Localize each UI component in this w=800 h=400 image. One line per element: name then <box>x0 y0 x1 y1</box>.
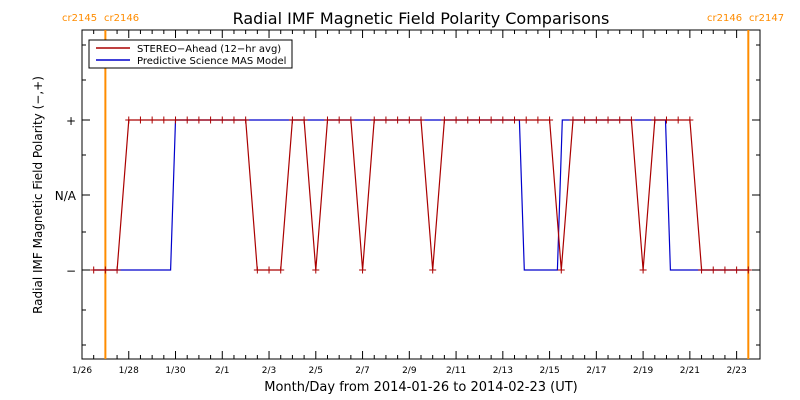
stereo-point <box>546 116 554 124</box>
legend-label: Predictive Science MAS Model <box>137 56 286 67</box>
stereo-point <box>335 116 343 124</box>
stereo-point <box>616 116 624 124</box>
series-layer <box>90 116 752 274</box>
x-axis-label: Month/Day from 2014-01-26 to 2014-02-23 … <box>264 380 577 395</box>
stereo-point <box>557 266 565 274</box>
stereo-point <box>534 116 542 124</box>
stereo-point <box>475 116 483 124</box>
stereo-point <box>744 266 752 274</box>
x-tick-label: 2/1 <box>215 366 229 376</box>
carrington-label: cr2146 <box>707 13 742 24</box>
carrington-label: cr2147 <box>749 13 784 24</box>
x-tick-label: 2/13 <box>493 366 513 376</box>
stereo-point <box>592 116 600 124</box>
legend: STEREO−Ahead (12−hr avg)Predictive Scien… <box>88 39 293 69</box>
stereo-series-line <box>93 119 749 271</box>
stereo-point <box>405 116 413 124</box>
stereo-point <box>312 266 320 274</box>
stereo-point <box>101 266 109 274</box>
carrington-label: cr2145 <box>62 13 97 24</box>
chart-title: Radial IMF Magnetic Field Polarity Compa… <box>233 9 610 28</box>
stereo-point <box>347 116 355 124</box>
stereo-point <box>160 116 168 124</box>
stereo-point <box>253 266 261 274</box>
model-series-line <box>93 119 749 271</box>
stereo-point <box>662 116 670 124</box>
stereo-point <box>686 116 694 124</box>
stereo-point <box>113 266 121 274</box>
stereo-point <box>90 266 98 274</box>
stereo-point <box>639 266 647 274</box>
stereo-point <box>464 116 472 124</box>
x-tick-label: 2/17 <box>586 366 606 376</box>
stereo-point <box>172 116 180 124</box>
x-tick-label: 2/3 <box>262 366 276 376</box>
carrington-rotation-lines <box>104 30 750 359</box>
stereo-point <box>721 266 729 274</box>
stereo-point <box>569 116 577 124</box>
stereo-point <box>709 266 717 274</box>
x-tick-label: 2/19 <box>633 366 653 376</box>
stereo-point <box>370 116 378 124</box>
legend-box <box>88 39 293 69</box>
stereo-point <box>440 116 448 124</box>
stereo-point <box>183 116 191 124</box>
stereo-point <box>698 266 706 274</box>
x-tick-label: 2/5 <box>309 366 323 376</box>
legend-label: STEREO−Ahead (12−hr avg) <box>137 44 281 55</box>
stereo-point <box>581 116 589 124</box>
carrington-label: cr2146 <box>104 13 139 24</box>
x-tick-label: 1/30 <box>165 366 185 376</box>
stereo-point <box>288 116 296 124</box>
x-tick-label: 2/15 <box>539 366 559 376</box>
stereo-point <box>207 116 215 124</box>
stereo-point <box>394 116 402 124</box>
y-tick-label: N/A <box>55 189 77 203</box>
x-tick-label: 2/23 <box>727 366 747 376</box>
stereo-point <box>452 116 460 124</box>
plot-frame <box>81 29 761 360</box>
stereo-point <box>674 116 682 124</box>
stereo-point <box>651 116 659 124</box>
x-tick-label: 2/21 <box>680 366 700 376</box>
stereo-point <box>429 266 437 274</box>
stereo-point <box>417 116 425 124</box>
stereo-point <box>627 116 635 124</box>
x-tick-label: 2/11 <box>446 366 466 376</box>
stereo-point <box>511 116 519 124</box>
stereo-point <box>522 116 530 124</box>
stereo-point <box>265 266 273 274</box>
x-tick-label: 2/7 <box>355 366 369 376</box>
x-axis-ticks: 1/26 1/28 1/30 2/1 2/3 2/5 2/7 2/9 2/11 2/13 2/15 2… <box>72 30 761 376</box>
stereo-point <box>359 266 367 274</box>
stereo-point <box>218 116 226 124</box>
stereo-point <box>136 116 144 124</box>
stereo-point <box>195 116 203 124</box>
y-tick-label: + <box>66 114 76 128</box>
stereo-point <box>323 116 331 124</box>
stereo-point <box>148 116 156 124</box>
stereo-point <box>230 116 238 124</box>
y-axis-label: Radial IMF Magnetic Field Polarity (−,+) <box>31 76 45 314</box>
y-axis-ticks: − N/A + <box>55 44 760 346</box>
stereo-point <box>242 116 250 124</box>
carrington-labels: cr2145 cr2146 cr2146 cr2147 <box>62 13 784 24</box>
x-tick-label: 1/28 <box>119 366 139 376</box>
stereo-point <box>733 266 741 274</box>
stereo-point <box>277 266 285 274</box>
stereo-point <box>300 116 308 124</box>
stereo-point <box>382 116 390 124</box>
stereo-point <box>487 116 495 124</box>
x-tick-label: 2/9 <box>402 366 417 376</box>
stereo-point <box>499 116 507 124</box>
y-tick-label: − <box>66 264 76 278</box>
stereo-point <box>125 116 133 124</box>
stereo-point <box>604 116 612 124</box>
x-tick-label: 1/26 <box>72 366 92 376</box>
